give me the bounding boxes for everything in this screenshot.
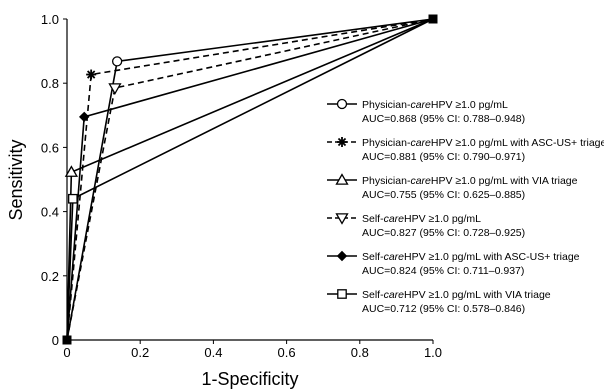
- series-4-point: [108, 83, 122, 95]
- legend-label-part: HPV ≥1.0 pg/mL with VIA triage: [404, 289, 551, 301]
- legend-label: Self-careHPV ≥1.0 pg/mL: [362, 213, 481, 225]
- series-1-point: [111, 56, 123, 67]
- origin-point: [62, 335, 72, 345]
- legend-label-part: care: [384, 289, 405, 301]
- y-tick-label: 0.6: [41, 140, 59, 155]
- x-tick-label: 0.4: [204, 345, 222, 360]
- y-axis-title: Sensitivity: [6, 139, 26, 220]
- legend-item: Self-careHPV ≥1.0 pg/mL with ASC-US+ tri…: [327, 250, 580, 277]
- legend-marker: [337, 137, 347, 147]
- legend-auc-label: AUC=0.755 (95% CI: 0.625–0.885): [362, 189, 525, 201]
- legend-marker: [336, 98, 348, 110]
- x-tick-label: 0.6: [278, 345, 296, 360]
- y-tick-label: 1.0: [41, 12, 59, 27]
- legend-label-part: Physician-: [362, 175, 411, 187]
- x-tick-label: 0.8: [351, 345, 369, 360]
- legend-item: Physician-careHPV ≥1.0 pg/mL AUC=0.868 (9…: [327, 98, 525, 125]
- legend-auc-label: AUC=0.824 (95% CI: 0.711–0.937): [362, 265, 524, 277]
- x-tick-label: 0.2: [131, 345, 149, 360]
- legend-auc-label: AUC=0.881 (95% CI: 0.790–0.971): [362, 151, 525, 163]
- legend-label-part: HPV ≥1.0 pg/mL with ASC-US+ triage: [431, 137, 604, 149]
- x-tick-label: 0: [63, 345, 70, 360]
- series-markers: [62, 14, 438, 345]
- x-axis-title: 1-Specificity: [201, 369, 298, 389]
- legend-auc-label: AUC=0.827 (95% CI: 0.728–0.925): [362, 227, 525, 239]
- y-tick-label: 0.4: [41, 205, 59, 220]
- legend-label-part: HPV ≥1.0 pg/mL with VIA triage: [431, 175, 578, 187]
- legend-label-part: Physician-: [362, 99, 411, 111]
- legend-label-part: HPV ≥1.0 pg/mL: [404, 213, 481, 225]
- legend-marker: [337, 289, 347, 299]
- legend-auc-label: AUC=0.868 (95% CI: 0.788–0.948): [362, 113, 525, 125]
- legend-label-part: Self-: [362, 251, 384, 263]
- legend-label-part: care: [384, 213, 405, 225]
- legend-label-part: care: [410, 137, 431, 149]
- legend-item: Physician-careHPV ≥1.0 pg/mL with VIA tr…: [327, 173, 578, 201]
- ticks: 0 0.2 0.4 0.6 0.8 1.0 0 0.2 0.4 0.6 0.8 1.0: [41, 12, 442, 360]
- legend-label: Self-careHPV ≥1.0 pg/mL with ASC-US+ tri…: [362, 251, 580, 263]
- y-tick-label: 0: [52, 333, 59, 348]
- legend-label-part: care: [410, 99, 431, 111]
- series-3-point: [64, 165, 79, 177]
- legend-auc-label: AUC=0.712 (95% CI: 0.578–0.846): [362, 303, 525, 315]
- series-line-4: [66, 18, 434, 341]
- legend-marker: [335, 173, 349, 185]
- legend-label: Physician-careHPV ≥1.0 pg/mL with VIA tr…: [362, 175, 578, 187]
- series-5-point: [78, 111, 90, 123]
- legend-label-part: HPV ≥1.0 pg/mL with ASC-US+ triage: [404, 251, 580, 263]
- legend-label: Physician-careHPV ≥1.0 pg/mL: [362, 99, 508, 111]
- legend-label-part: Physician-: [362, 137, 411, 149]
- legend-marker: [335, 213, 349, 225]
- legend-label-part: HPV ≥1.0 pg/mL: [431, 99, 508, 111]
- legend-label: Self-careHPV ≥1.0 pg/mL with VIA triage: [362, 289, 551, 301]
- legend-label-part: Self-: [362, 289, 384, 301]
- y-tick-label: 0.2: [41, 269, 59, 284]
- legend-marker: [336, 250, 348, 262]
- axes: [66, 19, 433, 341]
- legend-label-part: care: [384, 251, 405, 263]
- x-tick-label: 1.0: [424, 345, 442, 360]
- legend-item: Self-careHPV ≥1.0 pg/mL AUC=0.827 (95% CI…: [327, 213, 525, 239]
- legend-label-part: care: [410, 175, 431, 187]
- legend-label-part: Self-: [362, 213, 384, 225]
- series-6-point: [68, 193, 78, 204]
- series-2-point: [86, 69, 97, 80]
- legend-label: Physician-careHPV ≥1.0 pg/mL with ASC-US…: [362, 137, 604, 149]
- endpoint-point: [428, 14, 438, 24]
- legend-item: Self-careHPV ≥1.0 pg/mL with VIA triage A…: [327, 289, 551, 315]
- y-tick-label: 0.8: [41, 76, 59, 91]
- legend-item: Physician-careHPV ≥1.0 pg/mL with ASC-US…: [327, 137, 604, 163]
